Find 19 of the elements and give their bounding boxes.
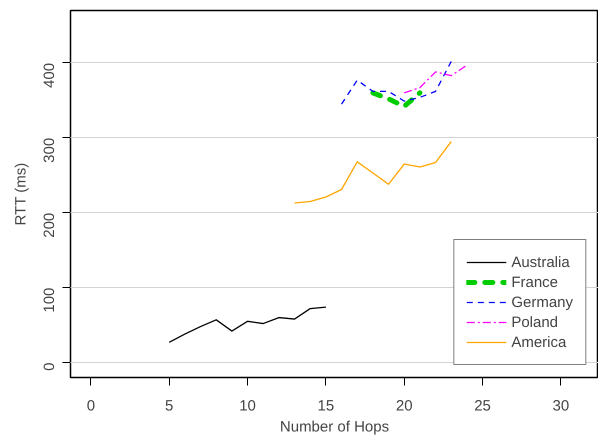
y-tick-label: 300 [41, 138, 58, 163]
x-axis-title: Number of Hops [280, 418, 390, 436]
x-tick-label: 0 [86, 398, 96, 414]
x-tick-label: 10 [239, 398, 256, 414]
legend-label: France [511, 274, 558, 290]
y-tick-label: 200 [41, 212, 58, 238]
legend-label: Poland [511, 314, 558, 330]
y-axis-title: RTT (ms) [12, 162, 30, 226]
x-tick-label: 5 [165, 398, 174, 414]
legend-label: Germany [511, 294, 573, 310]
x-tick-label: 30 [552, 398, 570, 414]
x-tick-label: 25 [474, 398, 491, 414]
y-tick-label: 400 [41, 62, 58, 88]
y-tick-label: 100 [41, 288, 58, 313]
legend-label: America [511, 334, 566, 350]
y-tick-label: 0 [41, 362, 58, 371]
x-tick-label: 15 [318, 398, 334, 414]
legend-label: Australia [511, 254, 570, 270]
x-tick-label: 20 [396, 398, 413, 414]
